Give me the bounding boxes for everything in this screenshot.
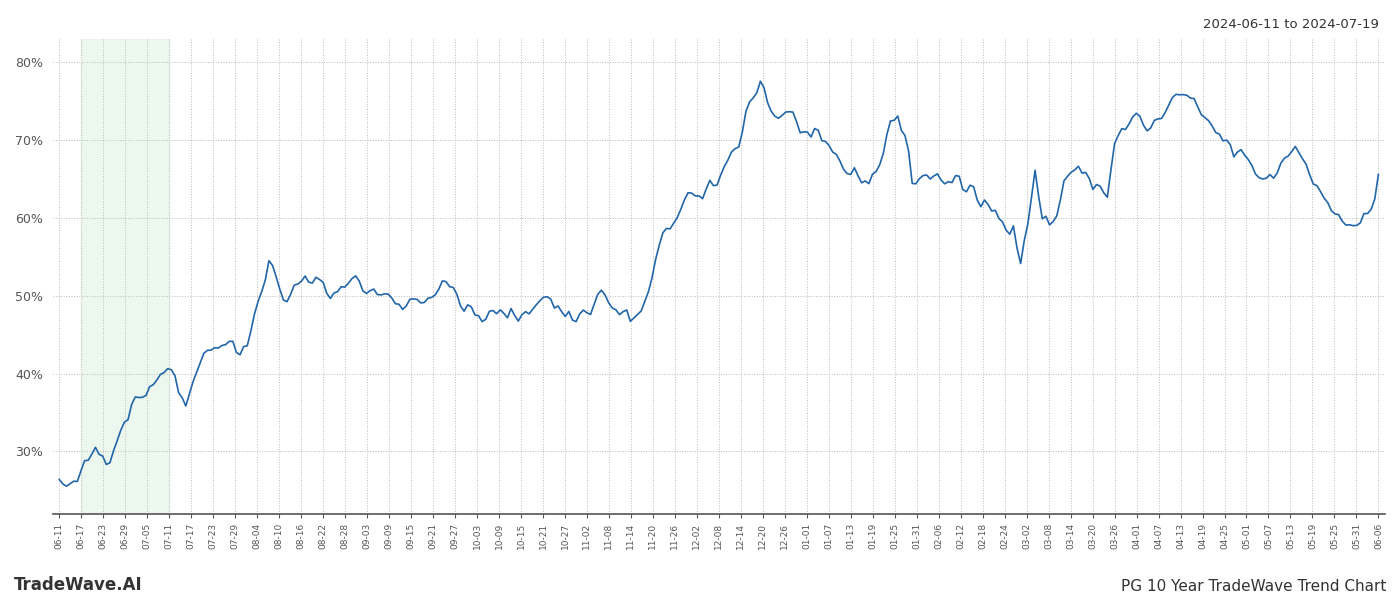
Text: PG 10 Year TradeWave Trend Chart: PG 10 Year TradeWave Trend Chart [1120, 579, 1386, 594]
Text: 2024-06-11 to 2024-07-19: 2024-06-11 to 2024-07-19 [1203, 18, 1379, 31]
Bar [81, 39, 169, 514]
Text: TradeWave.AI: TradeWave.AI [14, 576, 143, 594]
